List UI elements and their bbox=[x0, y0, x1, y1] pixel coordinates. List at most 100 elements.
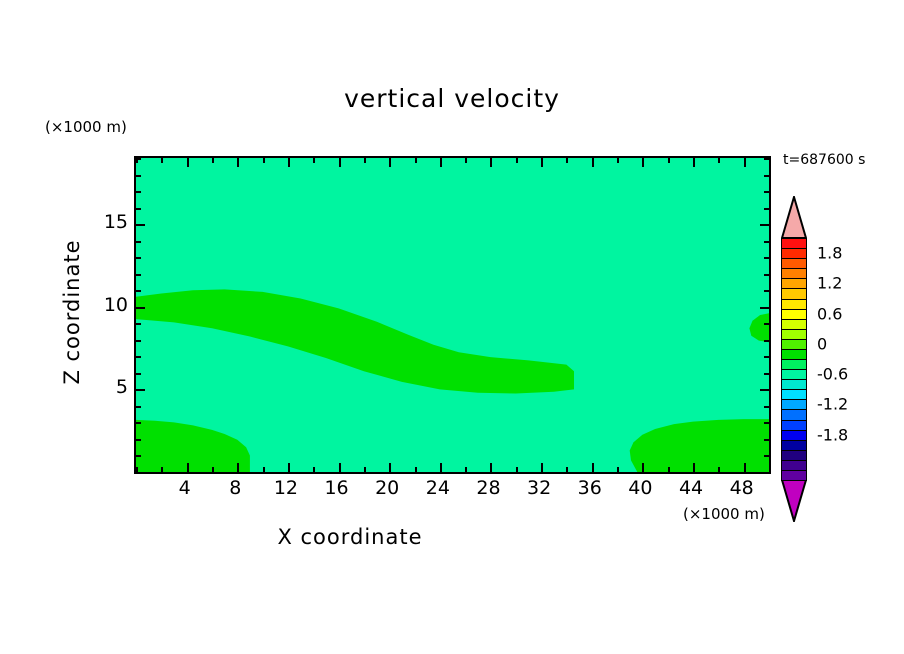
colorbar-legend[interactable]: 1.8 1.2 0.6 0 -0.6 -1.2 -1.8 bbox=[780, 193, 848, 525]
y-axis-tick bbox=[136, 273, 141, 276]
x-axis-tick bbox=[161, 467, 164, 472]
chart-title: vertical velocity bbox=[344, 84, 560, 113]
x-axis-tick bbox=[287, 463, 290, 472]
x-axis-tick-top bbox=[718, 158, 721, 163]
y-axis-tick bbox=[136, 472, 141, 474]
x-axis-tick bbox=[642, 463, 645, 472]
x-axis-tick-top bbox=[136, 158, 138, 163]
y-axis-tick-right bbox=[764, 372, 769, 375]
y-axis-unit-label: (×1000 m) bbox=[45, 118, 127, 136]
x-tick-label: 24 bbox=[425, 477, 450, 499]
colorbar-tick-label: 0 bbox=[817, 334, 828, 354]
x-axis-tick bbox=[617, 467, 620, 472]
x-axis-tick bbox=[718, 467, 721, 472]
x-axis-tick-top bbox=[465, 158, 468, 163]
y-axis-tick bbox=[136, 356, 141, 359]
colorbar-tick-label: -1.2 bbox=[817, 394, 849, 414]
colorbar-tick-label: -1.8 bbox=[817, 425, 849, 445]
x-axis-unit-label: (×1000 m) bbox=[683, 505, 765, 523]
x-axis-tick-top bbox=[541, 158, 544, 167]
colorbar-tick-label: -0.6 bbox=[817, 364, 849, 384]
y-axis-tick bbox=[136, 422, 141, 425]
x-axis-title: X coordinate bbox=[277, 525, 423, 549]
y-axis-tick bbox=[136, 191, 141, 194]
x-tick-label: 20 bbox=[375, 477, 400, 499]
x-axis-tick-top bbox=[389, 158, 392, 167]
contour-region-lower-left bbox=[136, 419, 250, 472]
contour-region-upper bbox=[136, 289, 574, 394]
x-axis-tick-top bbox=[591, 158, 594, 167]
x-axis-tick-top bbox=[667, 158, 670, 163]
x-axis-tick bbox=[237, 463, 240, 472]
x-axis-tick-top bbox=[693, 158, 696, 167]
x-tick-label: 36 bbox=[577, 477, 602, 499]
contour-regions bbox=[136, 289, 769, 472]
x-tick-label: 4 bbox=[178, 477, 191, 499]
y-axis-tick bbox=[136, 240, 141, 243]
y-axis-tick-right bbox=[760, 224, 769, 227]
y-axis-tick-right bbox=[760, 389, 769, 392]
x-axis-tick bbox=[566, 467, 569, 472]
colorbar-under-arrow bbox=[780, 479, 808, 525]
x-tick-label: 8 bbox=[229, 477, 242, 499]
x-axis-tick bbox=[211, 467, 214, 472]
y-axis-tick-right bbox=[764, 405, 769, 408]
x-axis-tick bbox=[515, 467, 518, 472]
y-axis-tick bbox=[136, 257, 141, 260]
x-axis-tick-top bbox=[313, 158, 316, 163]
contour-field bbox=[136, 158, 769, 472]
x-tick-label: 28 bbox=[476, 477, 501, 499]
x-axis-tick-top bbox=[211, 158, 214, 163]
x-axis-tick-top bbox=[338, 158, 341, 167]
y-axis-tick bbox=[136, 306, 145, 309]
x-tick-label: 44 bbox=[678, 477, 704, 499]
x-axis-tick-top bbox=[515, 158, 518, 163]
x-axis-tick bbox=[667, 467, 670, 472]
x-axis-tick bbox=[693, 463, 696, 472]
x-axis-tick bbox=[186, 463, 189, 472]
x-axis-tick bbox=[136, 467, 138, 472]
y-axis-tick bbox=[136, 290, 141, 293]
x-axis-tick bbox=[262, 467, 265, 472]
contour-region-lower-right bbox=[629, 419, 769, 472]
y-axis-tick bbox=[136, 323, 141, 326]
y-axis-tick-right bbox=[764, 323, 769, 326]
x-axis-tick bbox=[465, 467, 468, 472]
x-axis-tick bbox=[414, 467, 417, 472]
x-axis-tick-top bbox=[743, 158, 746, 167]
contour-region-right-edge bbox=[749, 313, 769, 343]
x-axis-tick-top bbox=[363, 158, 366, 163]
x-axis-tick bbox=[313, 467, 316, 472]
y-axis-tick bbox=[136, 389, 145, 392]
colorbar-tick-label: 1.8 bbox=[817, 243, 843, 263]
x-axis-tick-top bbox=[439, 158, 442, 167]
colorbar-tick-label: 1.2 bbox=[817, 273, 843, 293]
x-tick-label: 48 bbox=[729, 477, 754, 499]
y-axis-tick-right bbox=[764, 438, 769, 441]
y-tick-label: 5 bbox=[115, 376, 128, 399]
y-axis-tick bbox=[136, 438, 141, 441]
x-axis-tick bbox=[439, 463, 442, 472]
y-axis-tick bbox=[136, 372, 141, 375]
y-axis-tick bbox=[136, 405, 141, 408]
y-axis-tick-right bbox=[764, 339, 769, 342]
y-axis-tick-right bbox=[764, 207, 769, 210]
x-axis-tick bbox=[338, 463, 341, 472]
x-axis-tick bbox=[541, 463, 544, 472]
y-axis-tick-right bbox=[760, 306, 769, 309]
y-axis-tick-right bbox=[764, 422, 769, 425]
x-axis-tick bbox=[743, 463, 746, 472]
x-axis-tick-top bbox=[490, 158, 493, 167]
x-axis-tick-top bbox=[566, 158, 569, 163]
y-axis-tick bbox=[136, 224, 145, 227]
y-axis-tick-right bbox=[764, 240, 769, 243]
x-axis-tick bbox=[389, 463, 392, 472]
y-axis-tick-right bbox=[764, 472, 769, 474]
y-tick-label: 10 bbox=[103, 293, 128, 316]
y-axis-tick-right bbox=[764, 158, 769, 160]
y-axis-tick-right bbox=[764, 356, 769, 359]
timestamp-annotation: t=687600 s bbox=[783, 152, 866, 168]
x-axis-tick-top bbox=[617, 158, 620, 163]
y-axis-tick-right bbox=[764, 174, 769, 177]
x-tick-label: 32 bbox=[527, 477, 552, 499]
